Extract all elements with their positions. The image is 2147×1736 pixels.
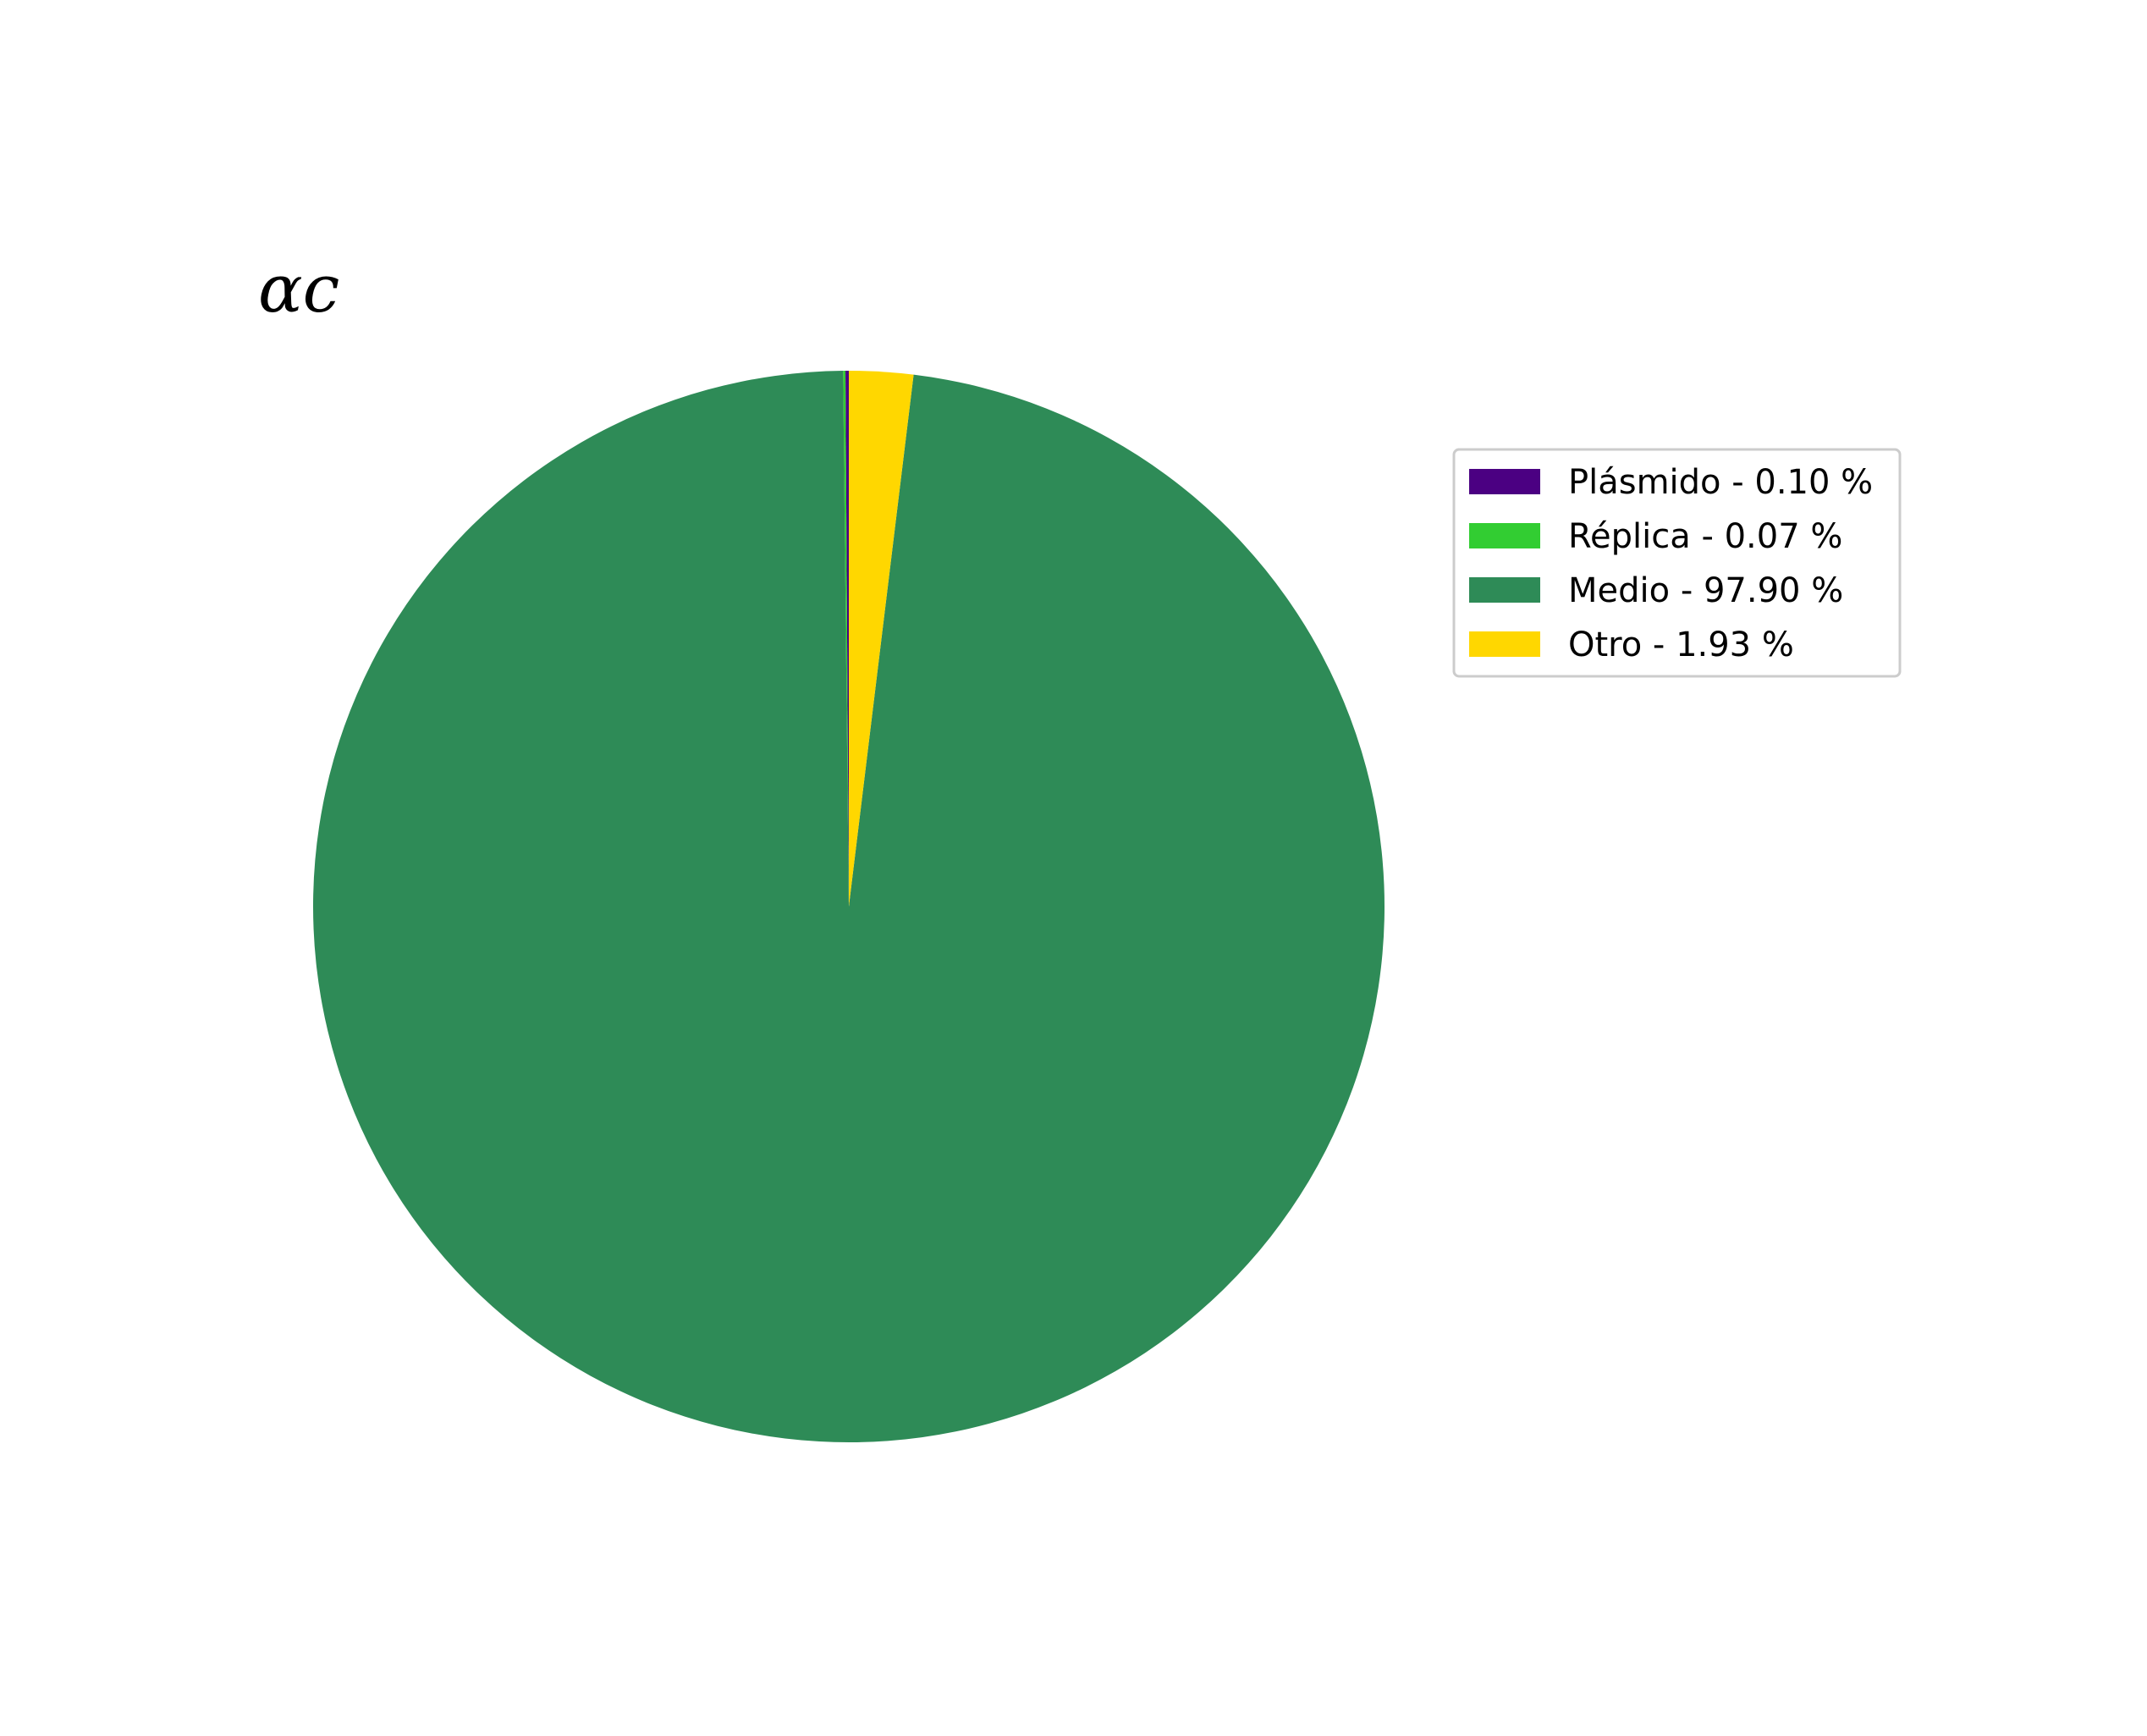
legend-frame [1452,448,1902,678]
legend-item-plasmido: Plásmido - 0.10 % [1469,463,1873,502]
pie-slices [312,371,1385,1443]
legend-item-otro: Otro - 1.93 % [1469,626,1794,664]
slice-replica [843,371,849,907]
legend-swatch [1469,523,1540,548]
legend-label: Réplica - 0.07 % [1568,517,1842,556]
slice-otro [849,371,914,907]
legend-label: Medio - 97.90 % [1568,571,1843,610]
chart-title: αc [258,251,339,328]
slice-plasmido [845,371,849,907]
legend-label: Otro - 1.93 % [1568,626,1794,664]
legend-item-replica: Réplica - 0.07 % [1469,517,1842,556]
legend-swatch [1469,469,1540,494]
slice-medio [312,371,1385,1443]
legend-item-medio: Medio - 97.90 % [1469,571,1843,610]
legend: Plásmido - 0.10 % Réplica - 0.07 % Medio -… [1452,448,1902,678]
legend-swatch [1469,577,1540,603]
legend-label: Plásmido - 0.10 % [1568,463,1873,502]
legend-swatch [1469,631,1540,657]
